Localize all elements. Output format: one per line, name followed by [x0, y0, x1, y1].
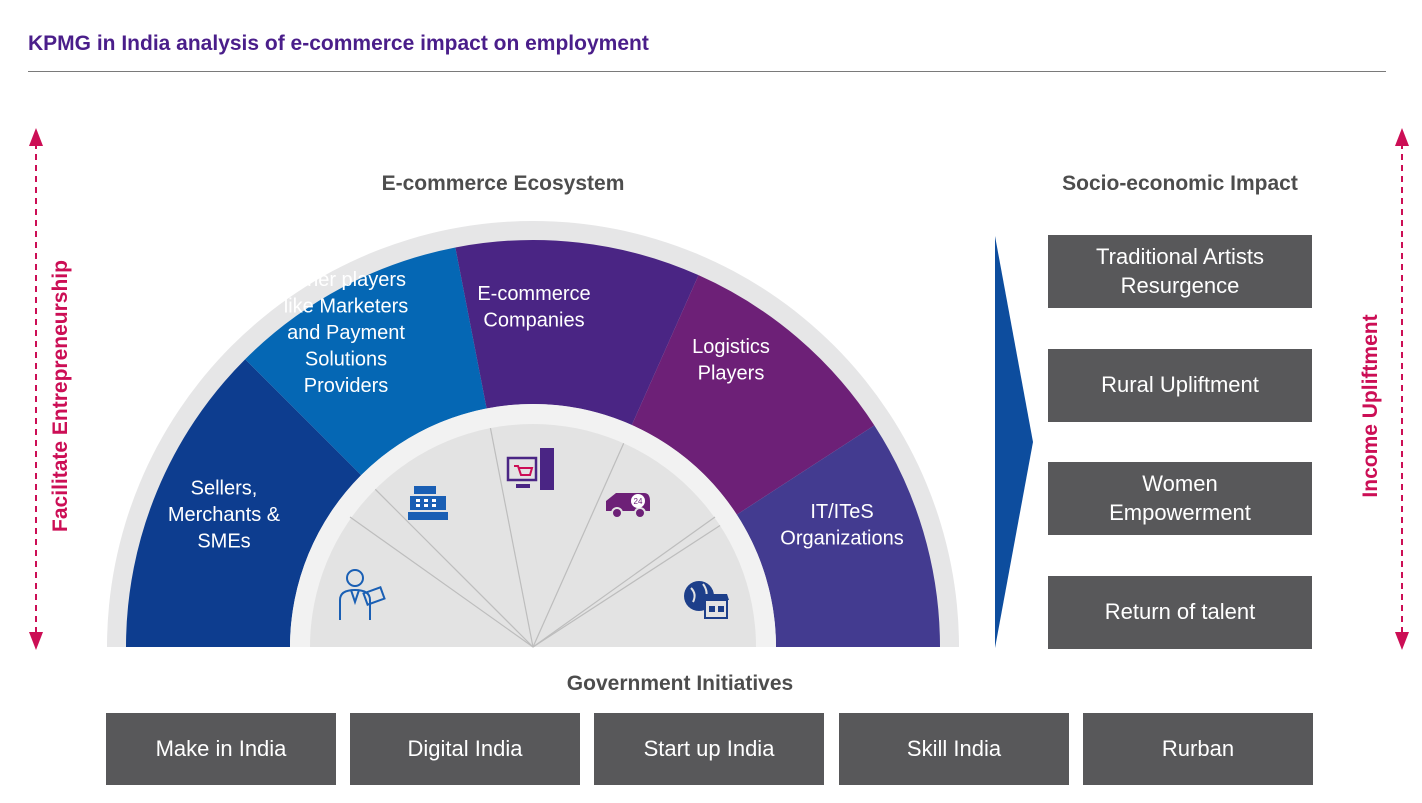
impact-item-traditional-artists: Traditional Artists Resurgence — [1048, 235, 1312, 308]
impact-item-return-of-talent: Return of talent — [1048, 576, 1312, 649]
inner-hub — [310, 424, 756, 647]
cash-register-icon — [408, 486, 448, 520]
gov-item-digital-india: Digital India — [350, 713, 580, 785]
segment-ecommerce-companies-label: E-commerce Companies — [477, 283, 590, 332]
page-title: KPMG in India analysis of e-commerce imp… — [28, 32, 649, 55]
hub-divider-line — [349, 516, 534, 648]
gov-item-rurban: Rurban — [1083, 713, 1313, 785]
hub-divider-line — [532, 443, 625, 648]
segment-sellers-merchants-smes — [126, 359, 362, 647]
segment-label-line: like Marketers — [284, 296, 408, 318]
svg-text:24: 24 — [634, 497, 643, 506]
ecosystem-heading: E-commerce Ecosystem — [381, 172, 625, 195]
segment-other-players — [245, 247, 487, 476]
segment-it-ites-organizations-label: IT/ITeS Organizations — [780, 501, 903, 550]
gov-item-skill-india: Skill India — [839, 713, 1069, 785]
segment-label-line: and Payment — [287, 322, 405, 344]
segment-label-line: Other players — [286, 269, 406, 291]
segment-label-line: Companies — [483, 309, 584, 331]
impact-heading: Socio-economic Impact — [1062, 172, 1298, 195]
segment-label-line: Logistics — [692, 336, 770, 358]
segment-logistics-players — [631, 275, 875, 515]
impact-item-rural-upliftment: Rural Upliftment — [1048, 349, 1312, 422]
segment-ecommerce-companies — [455, 239, 699, 426]
title-divider — [28, 71, 1386, 72]
segment-label-line: Sellers, — [191, 478, 258, 500]
segment-label-line: Solutions — [305, 349, 387, 371]
gov-item-make-in-india: Make in India — [106, 713, 336, 785]
hub-divider-line — [532, 525, 721, 648]
segment-logistics-players-label: Logistics Players — [692, 336, 770, 385]
globe-store-icon — [684, 581, 729, 619]
segment-it-ites-organizations — [736, 425, 940, 647]
delivery-van-24-icon: 24 — [606, 493, 650, 519]
hub-divider-line — [532, 516, 716, 648]
segment-label-line: Providers — [304, 375, 388, 397]
person-with-money-icon — [339, 569, 386, 620]
hub-divider-line — [374, 488, 534, 648]
segment-other-players-label: Other players like Marketers and Payment So… — [284, 269, 408, 397]
segment-sellers-merchants-smes-label: Sellers, Merchants & SMEs — [168, 478, 281, 553]
computer-shopping-cart-icon — [506, 448, 554, 490]
left-dashed-arrow — [29, 128, 43, 650]
segment-label-line: Players — [698, 362, 765, 384]
segment-label-line: Merchants & — [168, 504, 281, 526]
segment-label-line: Organizations — [780, 527, 903, 549]
segment-label-line: E-commerce — [477, 283, 590, 305]
impact-arrow — [995, 236, 1033, 648]
government-heading: Government Initiatives — [566, 672, 794, 695]
segment-label-line: SMEs — [197, 531, 250, 553]
right-dashed-arrow — [1395, 128, 1409, 650]
impact-item-women-empowerment: Women Empowerment — [1048, 462, 1312, 535]
segment-label-line: IT/ITeS — [810, 501, 873, 523]
gov-item-start-up-india: Start up India — [594, 713, 824, 785]
hub-divider-line — [489, 427, 534, 648]
